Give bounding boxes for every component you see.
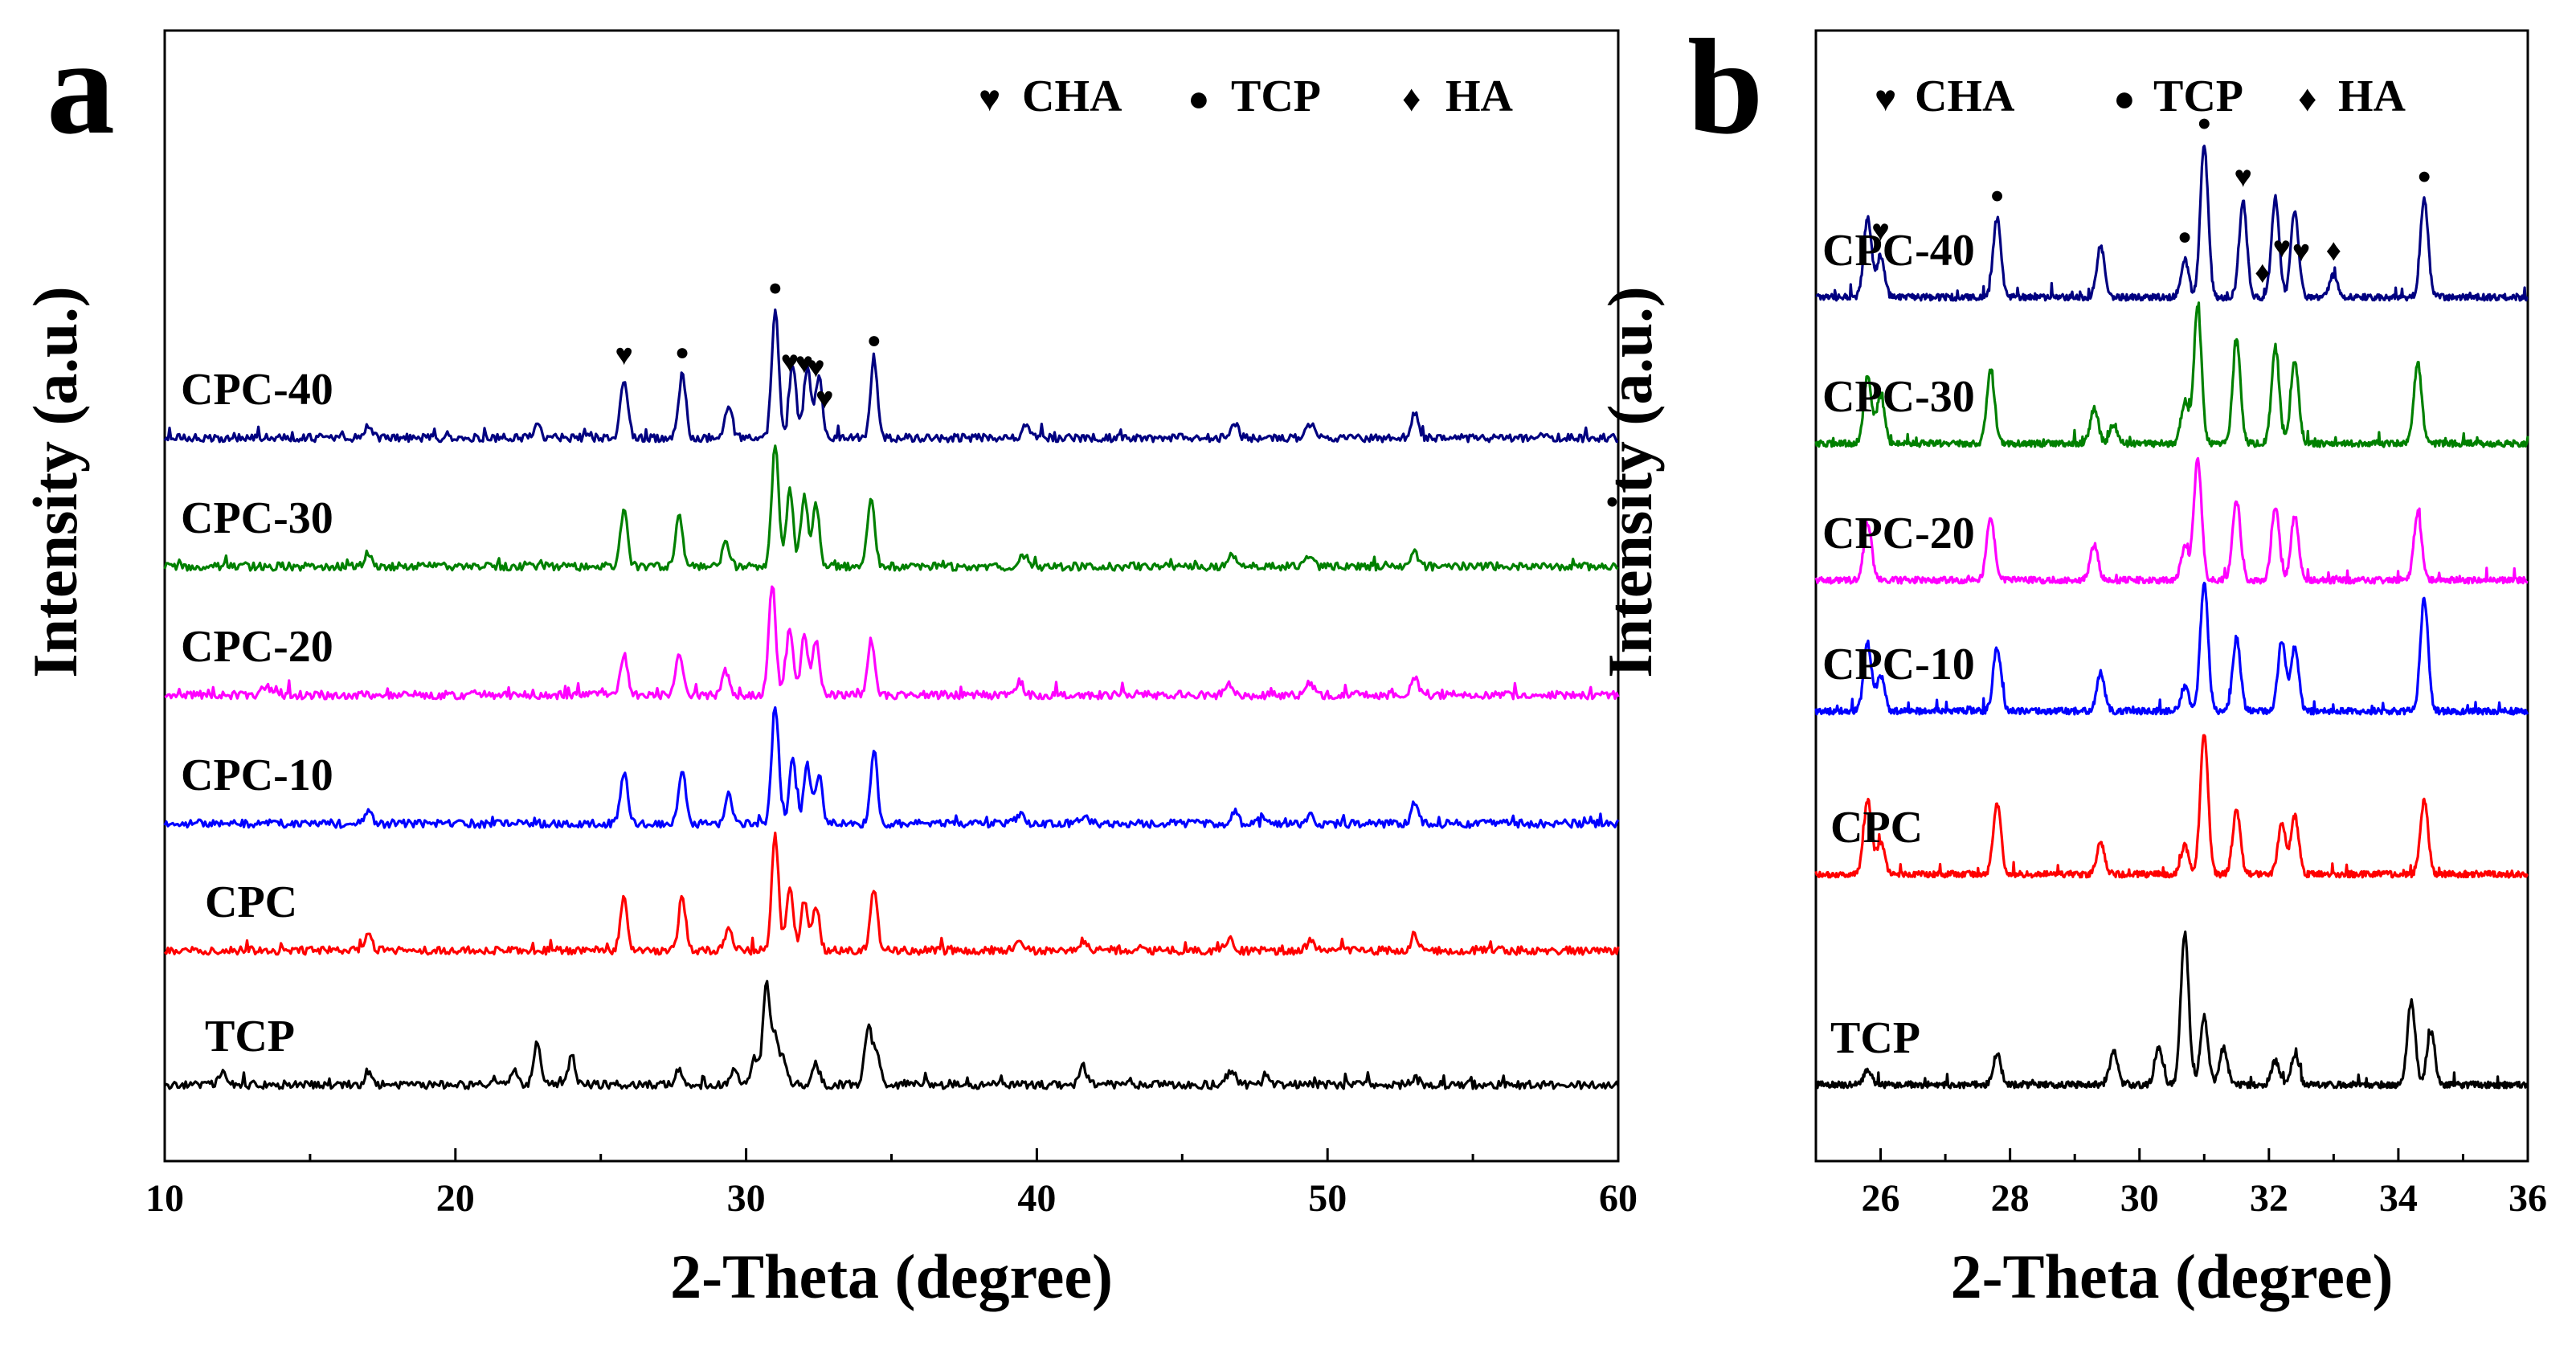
- series-line-tcp: [1814, 930, 2529, 1090]
- series-label: CPC-40: [1822, 226, 1975, 276]
- x-tick-label: 40: [1017, 1177, 1056, 1220]
- peak-marker: ●: [2197, 109, 2211, 136]
- series-line-cpc-10: [1814, 581, 2529, 716]
- peak-marker: ♦: [2326, 234, 2341, 268]
- series-line-cpc-20: [1814, 456, 2529, 585]
- panel-label: b: [1687, 11, 1764, 162]
- peak-marker: ♥: [781, 346, 799, 379]
- series-line-cpc-20: [164, 585, 1620, 701]
- series-label: CPC-20: [181, 622, 333, 672]
- peak-marker: ♥: [816, 382, 834, 415]
- legend-symbol: ♦: [2298, 78, 2316, 119]
- legend-label: CHA: [1915, 72, 2015, 121]
- panel-a: 10 20 30 40 50 60 2-Theta (degree) Intensity (a…: [20, 11, 1638, 1311]
- series-label: CPC-10: [181, 750, 333, 800]
- peak-marker: ♥: [2234, 160, 2252, 194]
- panel-b: 26 28 30 32 34 36 2-Theta (degree) Intensity (a…: [1595, 11, 2547, 1311]
- series-label: CPC-10: [1822, 640, 1975, 689]
- legend-symbol: ♥: [1875, 78, 1896, 119]
- plot-frame: [1814, 29, 2529, 1163]
- series-label: CPC-30: [181, 493, 333, 543]
- series-line-cpc-40: [1815, 145, 2529, 302]
- legend-symbol: ♥: [979, 78, 1000, 119]
- peak-marker: ●: [867, 327, 881, 354]
- x-tick-label: 10: [145, 1177, 184, 1220]
- series-label: CPC-30: [1822, 372, 1975, 422]
- peak-marker: ●: [2177, 223, 2192, 250]
- x-tick-label: 26: [1862, 1177, 1900, 1220]
- peak-marker: ●: [675, 339, 689, 366]
- legend-label: CHA: [1022, 72, 1122, 121]
- legend-symbol: ●: [2113, 78, 2136, 119]
- x-tick-label: 60: [1599, 1177, 1638, 1220]
- series-label: CPC: [205, 877, 297, 927]
- peak-marker: ♥: [2273, 231, 2292, 265]
- peak-marker: ♥: [795, 346, 814, 380]
- series-line-cpc-30: [1814, 301, 2529, 448]
- x-tick-label: 20: [436, 1177, 475, 1220]
- plot-frame: [163, 29, 1620, 1163]
- legend-symbol: ♦: [1402, 78, 1421, 119]
- x-tick-label: 50: [1308, 1177, 1347, 1220]
- series-line-cpc-30: [163, 444, 1619, 572]
- peak-marker: ●: [768, 274, 783, 301]
- series-line-cpc: [163, 831, 1620, 956]
- series-label: TCP: [205, 1012, 295, 1061]
- x-tick-label: 36: [2509, 1177, 2547, 1220]
- peak-marker: ♥: [1871, 215, 1890, 248]
- panel-label: a: [47, 11, 115, 162]
- x-tick-label: 30: [727, 1177, 766, 1220]
- x-axis-label: 2-Theta (degree): [1951, 1241, 2394, 1311]
- peak-marker: ♥: [2292, 235, 2311, 268]
- series-line-cpc-10: [163, 705, 1620, 829]
- series-line-tcp: [163, 980, 1620, 1090]
- series-line-cpc: [1814, 734, 2529, 879]
- series-label: TCP: [1830, 1013, 1920, 1063]
- x-tick-label: 32: [2250, 1177, 2288, 1220]
- y-axis-label: Intensity (a.u.): [1595, 286, 1665, 678]
- peak-marker: ♥: [615, 338, 633, 372]
- legend-label: HA: [1445, 72, 1514, 121]
- legend-label: HA: [2338, 72, 2406, 121]
- peak-marker: ●: [2417, 162, 2431, 189]
- series-line-cpc-40: [163, 308, 1619, 444]
- series-label: CPC-40: [181, 365, 333, 415]
- peak-marker: ♦: [2255, 256, 2270, 290]
- x-tick-label: 30: [2120, 1177, 2159, 1220]
- series-label: CPC-20: [1822, 509, 1975, 558]
- series-label: CPC: [1830, 803, 1923, 853]
- x-tick-label: 28: [1991, 1177, 2030, 1220]
- legend-symbol: ●: [1188, 78, 1210, 119]
- legend-label: TCP: [1231, 72, 1321, 121]
- peak-marker: ●: [1989, 182, 2004, 208]
- peak-marker: ♥: [807, 350, 825, 384]
- x-tick-label: 34: [2379, 1177, 2418, 1220]
- legend-label: TCP: [2153, 72, 2243, 121]
- y-axis-label: Intensity (a.u.): [20, 286, 90, 678]
- x-axis-label: 2-Theta (degree): [670, 1241, 1113, 1311]
